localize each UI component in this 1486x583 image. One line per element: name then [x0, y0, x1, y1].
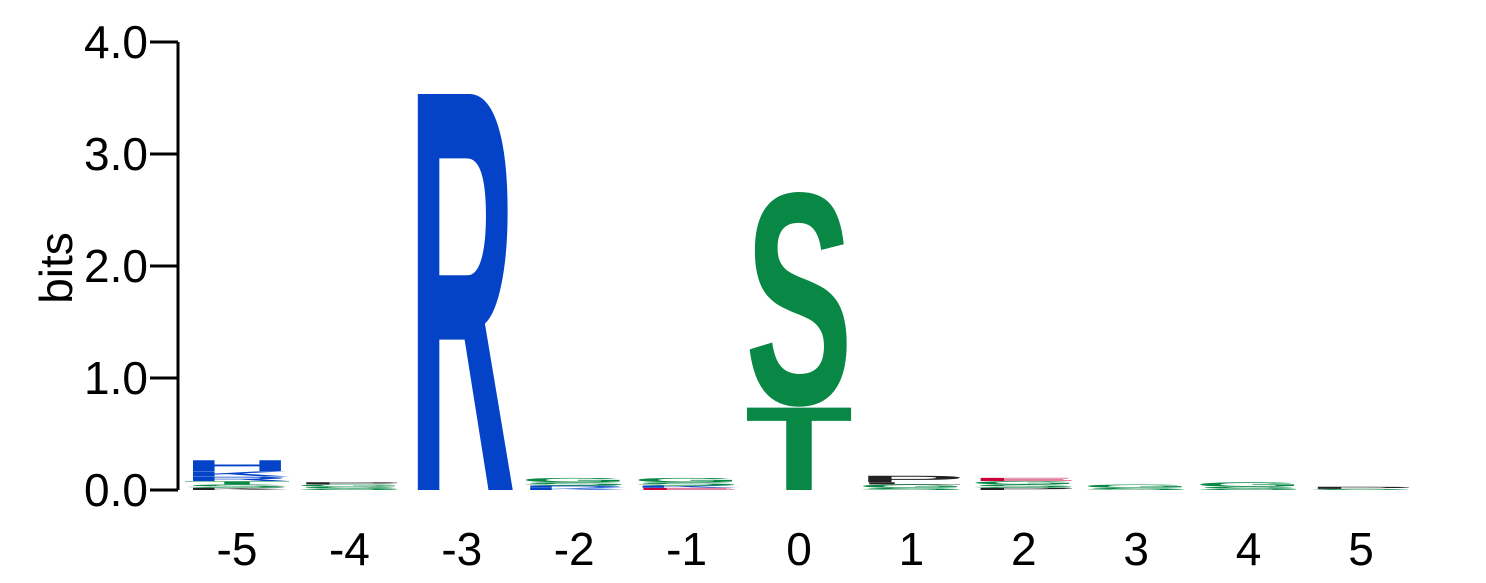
logo-letter-e: E: [633, 487, 741, 490]
y-tick-label: 2.0: [84, 240, 148, 292]
x-tick-label: -3: [441, 523, 482, 575]
x-axis: -5 -4 -3 -2 -1 0 1 2 3 4 5: [217, 523, 1374, 575]
logo-column: SP: [1307, 486, 1415, 490]
logo-letter-t: T: [745, 381, 853, 515]
y-tick-label: 1.0: [84, 352, 148, 404]
logo-letter-r: R: [183, 475, 291, 482]
logo-letter-t: T: [183, 480, 291, 485]
logo-letter-g: G: [1195, 481, 1303, 488]
logo-letter-k: K: [183, 470, 291, 479]
logo-letter-e: E: [970, 477, 1078, 482]
y-tick-label: 3.0: [84, 128, 148, 180]
logo-letter-p: P: [857, 474, 965, 484]
logo-letter-s: S: [1307, 489, 1415, 491]
logo-letter-g: G: [295, 484, 403, 487]
logo-letter-s: S: [633, 481, 741, 486]
x-tick-label: -1: [666, 523, 707, 575]
logo-letter-k: K: [183, 487, 291, 490]
y-tick-label: 4.0: [84, 16, 148, 68]
logo-letter-g: G: [1082, 484, 1190, 489]
x-tick-label: -5: [217, 523, 258, 575]
logo-letter-s: S: [295, 486, 403, 491]
logo-letter-g: G: [520, 477, 628, 484]
logo-column: SGP: [295, 482, 403, 491]
x-tick-label: 5: [1348, 523, 1374, 575]
logo-letter-p: P: [295, 482, 403, 485]
logo-letter-l: L: [857, 482, 965, 485]
logo-letter-k: K: [520, 487, 628, 490]
logo-letter-r: R: [520, 485, 628, 488]
logo-letter-s: S: [520, 481, 628, 486]
y-axis: 0.0 1.0 2.0 3.0 4.0: [84, 16, 180, 516]
x-tick-label: -2: [554, 523, 595, 575]
x-tick-label: 1: [899, 523, 925, 575]
logo-letter-p: P: [970, 487, 1078, 490]
x-tick-label: 4: [1236, 523, 1262, 575]
logo-letter-g: G: [633, 477, 741, 484]
x-tick-label: -4: [329, 523, 370, 575]
logo-letter-g: G: [970, 480, 1078, 485]
logo-letter-s: S: [857, 487, 965, 490]
logo-letter-h: H: [183, 457, 291, 474]
logo-letter-p: P: [1307, 486, 1415, 489]
logo-column: SG: [1082, 484, 1190, 491]
logo-column: R: [408, 0, 516, 583]
x-tick-label: 0: [786, 523, 812, 575]
logo-letter-s: S: [745, 129, 853, 468]
logo-letter-r: R: [408, 0, 516, 583]
logo-letter-k: K: [633, 485, 741, 488]
logo-letter-s: S: [970, 484, 1078, 489]
logo-column: TS: [745, 129, 853, 515]
logo-letter-s: S: [183, 484, 291, 489]
logo-letter-g: G: [857, 484, 965, 489]
y-tick-label: 0.0: [84, 464, 148, 516]
logo-letter-s: S: [1195, 486, 1303, 491]
x-tick-label: 3: [1123, 523, 1149, 575]
x-tick-label: 2: [1011, 523, 1037, 575]
logo-letter-s: S: [1082, 487, 1190, 490]
y-axis-title: bits: [30, 232, 82, 304]
logo-column: SG: [1195, 481, 1303, 491]
